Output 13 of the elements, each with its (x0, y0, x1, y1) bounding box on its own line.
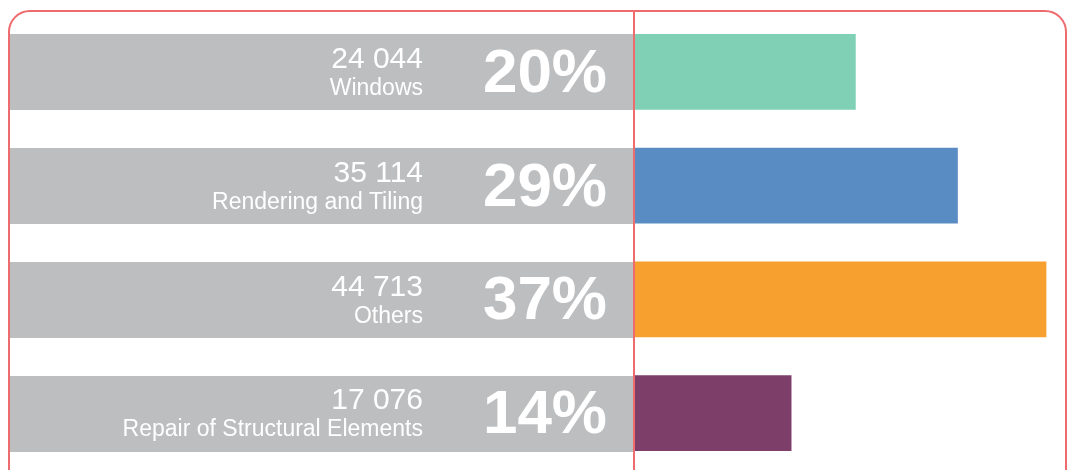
text: 20% (482, 35, 607, 105)
data-label: 24 044 (331, 41, 423, 75)
text: 37% (482, 263, 607, 333)
y-tick-label: Windows (329, 74, 423, 101)
data-label: 17 076 (331, 382, 423, 416)
y-tick-label: Others (353, 301, 423, 328)
text: 14% (482, 377, 607, 447)
bar (634, 375, 792, 452)
y-tick-label: Rendering and Tiling (212, 187, 423, 214)
text: 29% (482, 149, 607, 219)
y-tick-label: Repair of Structural Elements (122, 415, 423, 442)
data-label: 44 713 (331, 268, 423, 302)
data-label: 35 114 (333, 154, 423, 188)
